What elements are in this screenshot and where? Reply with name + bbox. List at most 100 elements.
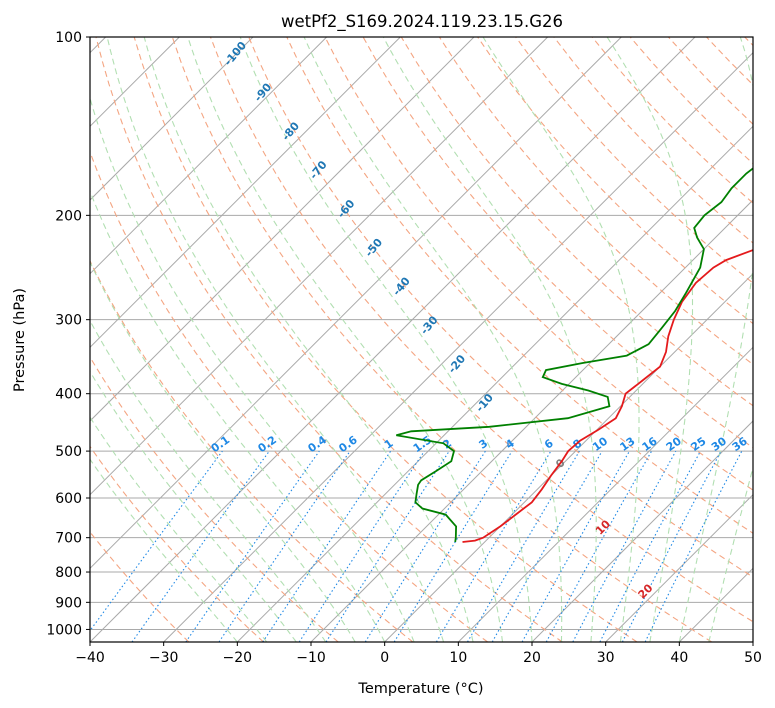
isotherm-line: [90, 37, 254, 201]
isotherm-line: [236, 125, 753, 642]
isotherm-line: [90, 37, 328, 275]
mixing-ratio-label: 0.6: [336, 433, 360, 455]
mixing-ratio-line: [467, 450, 580, 642]
mixing-ratio-label: 0.1: [209, 433, 232, 455]
moist-adiabat-line: [239, 37, 533, 642]
y-tick-label: 500: [55, 444, 82, 460]
y-tick-label: 1000: [46, 622, 82, 638]
moist-adiabat-line: [106, 37, 445, 642]
moist-adiabat-line: [90, 189, 386, 642]
mixing-ratio-line: [131, 450, 270, 642]
moist-adiabat-line: [143, 37, 474, 642]
isotherm-line: [678, 567, 753, 642]
isotherm-label: -20: [446, 352, 469, 376]
isotherm-label: -40: [390, 274, 413, 298]
mixing-ratio-line: [393, 450, 513, 642]
moist-adiabat-line: [678, 37, 753, 642]
x-tick-label: 0: [380, 650, 389, 666]
isotherm-line: [310, 199, 753, 642]
mixing-ratio-line: [364, 450, 486, 642]
dry-adiabat-line: [90, 259, 414, 642]
y-tick-label: 400: [55, 387, 82, 403]
x-tick-label: 10: [449, 650, 467, 666]
dry-adiabat-line: [90, 150, 488, 642]
moist-adiabat-line: [90, 96, 415, 642]
isotherm-line: [90, 37, 475, 422]
x-tick-label: −10: [296, 650, 326, 666]
x-tick-label: −30: [149, 650, 179, 666]
isotherm-line: [531, 420, 753, 642]
y-tick-label: 200: [55, 208, 82, 224]
moist-adiabat-line: [303, 37, 563, 642]
dry-adiabat-line: [171, 37, 712, 642]
dry-adiabat-line: [90, 445, 264, 642]
moist-adiabat-line: [90, 260, 356, 642]
mixing-ratio-label: 1.5: [411, 433, 434, 455]
y-tick-label: 600: [55, 491, 82, 507]
x-tick-label: −40: [75, 650, 105, 666]
temperature-profile-line: [462, 249, 753, 543]
moist-adiabat-label: 20: [636, 581, 656, 601]
dry-adiabat-line: [553, 37, 753, 244]
x-tick-label: 30: [597, 650, 615, 666]
moist-adiabat-line: [187, 37, 504, 642]
dry-adiabat-line: [248, 37, 753, 578]
dry-adiabat-line: [591, 37, 753, 204]
mixing-ratio-label: 0.4: [306, 433, 330, 455]
mixing-ratio-line: [298, 450, 425, 642]
dry-adiabat-line: [209, 37, 753, 623]
dewpoint-profile-line: [396, 167, 753, 543]
dry-adiabat-line: [90, 356, 339, 642]
isotherm-line: [163, 51, 753, 642]
x-tick-label: 50: [744, 650, 762, 666]
y-tick-label: 300: [55, 313, 82, 329]
moist-adiabat-line: [606, 37, 694, 642]
isotherm-label: -70: [307, 158, 330, 182]
y-tick-label: 700: [55, 531, 82, 547]
isotherm-line: [384, 272, 753, 642]
mixing-ratio-line: [90, 450, 223, 632]
dry-adiabat-line: [286, 37, 753, 534]
mixing-ratio-line: [185, 450, 320, 642]
moist-adiabat-line: [90, 458, 238, 642]
y-tick-label: 900: [55, 595, 82, 611]
isotherm-line: [605, 493, 753, 642]
moist-adiabat-line: [708, 465, 753, 642]
x-axis-label: Temperature (°C): [357, 681, 483, 697]
dry-adiabat-line: [706, 37, 753, 86]
moist-adiabat-line: [482, 37, 640, 642]
isotherm-line: [457, 346, 753, 642]
mixing-ratio-line: [644, 450, 743, 642]
mixing-ratio-label: 6: [542, 437, 556, 452]
mixing-ratio-line: [545, 450, 653, 642]
mixing-ratio-line: [572, 450, 677, 642]
dry-adiabat-line: [95, 37, 563, 642]
isotherm-label: -10: [473, 391, 496, 415]
dry-adiabat-line: [90, 531, 190, 642]
dry-adiabat-line: [515, 37, 753, 284]
isotherm-label: -100: [221, 39, 249, 69]
dry-adiabat-line: [324, 37, 753, 491]
isotherm-line: [90, 37, 622, 570]
mixing-ratio-line: [599, 450, 701, 642]
moist-adiabat-line: [90, 319, 327, 642]
y-axis-label: Pressure (hPa): [12, 288, 28, 392]
moist-adiabat-line: [382, 37, 597, 642]
plot-frame: [89, 36, 754, 643]
isotherm-line: [90, 37, 401, 349]
mixing-ratio-line: [218, 450, 351, 642]
x-tick-label: −20: [223, 650, 253, 666]
plot-area: 0.1 0.2 0.4 0.6 1 1.5 2 3 4 6 8 10 13 16 20 25 30 36-100-…: [90, 37, 753, 642]
x-tick-label: 40: [670, 650, 688, 666]
x-tick-label: 20: [523, 650, 541, 666]
dry-adiabat-line: [744, 37, 753, 47]
mixing-ratio-line: [521, 450, 630, 642]
isotherm-line: [752, 641, 753, 642]
moist-adiabat-line: [90, 370, 297, 642]
mixing-ratio-line: [325, 450, 450, 642]
moist-adiabat-line: [90, 416, 268, 642]
isotherm-label: -30: [418, 313, 441, 337]
isotherm-label: -80: [279, 119, 302, 143]
